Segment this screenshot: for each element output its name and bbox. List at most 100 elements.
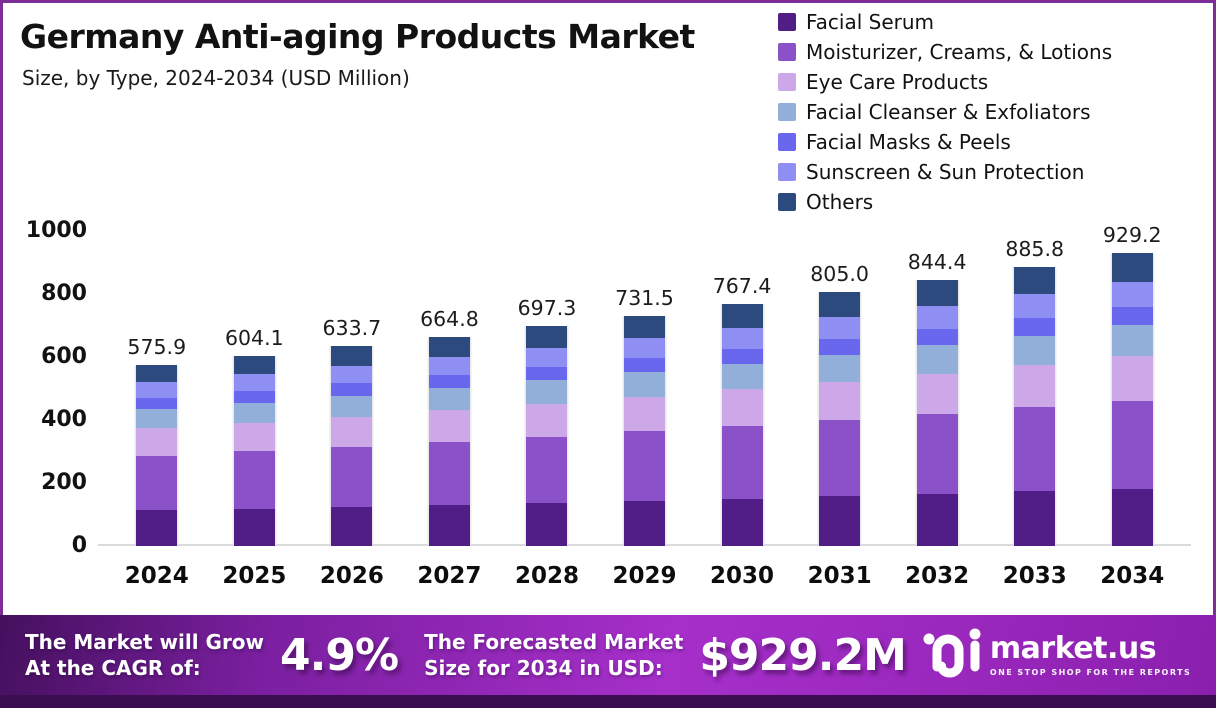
x-tick-label: 2033: [1002, 563, 1067, 589]
bar-total-label: 929.2: [1102, 223, 1162, 248]
bar-column: 767.4: [693, 274, 791, 546]
legend-item: Facial Masks & Peels: [778, 130, 1112, 154]
bar-column: 604.1: [206, 326, 304, 546]
cagr-value: 4.9%: [280, 629, 399, 681]
bar-column: 575.9: [108, 335, 206, 546]
bottom-strip: [0, 695, 1216, 708]
bar-segment: [1014, 318, 1056, 336]
bar-segment: [916, 280, 958, 306]
bar-segment: [721, 348, 763, 364]
forecast-label: The Forecasted Market Size for 2034 in U…: [424, 629, 683, 681]
bar-segment: [526, 347, 568, 367]
x-tick-label: 2026: [319, 563, 384, 589]
bar-segment: [331, 365, 373, 383]
legend-label: Others: [806, 190, 874, 214]
bar-stack: [1014, 267, 1056, 546]
bar-segment: [428, 388, 470, 411]
bar-segment: [1014, 335, 1056, 366]
bar-column: 844.4: [888, 250, 986, 546]
bar-segment: [916, 413, 958, 494]
cagr-label-line2: At the CAGR of:: [25, 656, 201, 680]
bar-stack: [428, 336, 470, 546]
bar-segment: [331, 382, 373, 396]
bar-segment: [624, 396, 665, 432]
bar-stack: [721, 304, 763, 546]
bar-total-label: 844.4: [907, 250, 967, 275]
bar-total-label: 633.7: [322, 316, 382, 341]
market-us-logo: market.us ONE STOP SHOP FOR THE REPORTS: [920, 624, 1191, 686]
legend-swatch-icon: [778, 193, 796, 211]
bar-segment: [624, 315, 665, 338]
bar-segment: [526, 326, 568, 348]
bar-segment: [428, 356, 470, 375]
bar-segment: [624, 431, 665, 501]
bar-segment: [331, 506, 373, 546]
y-axis: 0 200 400 600 800 1000: [3, 218, 87, 558]
bars: 575.9 604.1 633.7 664.8 697.3 731.5 767.4 805.0…: [98, 191, 1191, 546]
bar-total-label: 731.5: [615, 285, 674, 310]
legend-swatch-icon: [778, 163, 796, 181]
bar-segment: [233, 402, 275, 423]
bar-segment: [721, 498, 763, 546]
bar-stack: [1111, 253, 1153, 546]
forecast-label-line2: Size for 2034 in USD:: [424, 656, 663, 680]
legend-item: Moisturizer, Creams, & Lotions: [778, 40, 1112, 64]
legend: Facial Serum Moisturizer, Creams, & Lotio…: [778, 10, 1112, 214]
bar-total-label: 885.8: [1005, 237, 1065, 262]
bar-segment: [331, 346, 373, 366]
bar-segment: [721, 425, 763, 499]
bar-column: 805.0: [791, 262, 889, 546]
bar-total-label: 575.9: [127, 334, 187, 359]
legend-swatch-icon: [778, 133, 796, 151]
bar-column: 731.5: [596, 286, 694, 546]
bar-segment: [428, 336, 470, 357]
bar-segment: [819, 354, 861, 382]
bar-segment: [233, 422, 275, 452]
bar-segment: [331, 395, 373, 417]
bar-segment: [916, 305, 958, 329]
legend-label: Facial Cleanser & Exfoliators: [806, 100, 1091, 124]
page-title: Germany Anti-aging Products Market: [20, 17, 695, 56]
y-tick-label: 600: [41, 344, 87, 369]
bar-total-label: 767.4: [712, 274, 772, 299]
bar-segment: [526, 366, 568, 381]
bar-total-label: 604.1: [224, 325, 284, 350]
x-tick-label: 2030: [710, 563, 775, 589]
legend-item: Eye Care Products: [778, 70, 1112, 94]
bar-segment: [1111, 253, 1153, 282]
bar-segment: [1014, 267, 1056, 295]
chart-section: Germany Anti-aging Products Market Size,…: [0, 0, 1216, 615]
bar-stack: [233, 355, 275, 546]
bar-total-label: 805.0: [810, 262, 869, 287]
legend-label: Sunscreen & Sun Protection: [806, 160, 1085, 184]
forecast-label-line1: The Forecasted Market: [424, 630, 684, 654]
legend-label: Facial Masks & Peels: [806, 130, 1011, 154]
bar-segment: [331, 416, 373, 447]
bar-column: 664.8: [401, 307, 499, 546]
y-tick-label: 200: [41, 470, 87, 495]
bar-segment: [136, 397, 178, 410]
bar-segment: [721, 363, 763, 390]
bar-segment: [428, 374, 470, 389]
logo-text: market.us ONE STOP SHOP FOR THE REPORTS: [989, 630, 1191, 677]
y-tick-label: 800: [41, 281, 87, 306]
cagr-label-line1: The Market will Grow: [25, 630, 265, 654]
logo-name: market.us: [989, 630, 1157, 666]
bar-segment: [721, 389, 763, 426]
x-tick-label: 2029: [612, 563, 677, 589]
bar-segment: [526, 380, 568, 404]
bar-segment: [428, 441, 470, 505]
legend-swatch-icon: [778, 43, 796, 61]
bar-segment: [916, 328, 958, 346]
bar-segment: [331, 446, 373, 507]
bar-segment: [526, 403, 568, 437]
bar-total-label: 697.3: [517, 296, 577, 321]
bar-segment: [136, 455, 178, 511]
legend-item: Facial Serum: [778, 10, 1112, 34]
bar-segment: [916, 345, 958, 374]
bar-segment: [1111, 306, 1153, 326]
bar-segment: [1014, 491, 1056, 546]
bar-segment: [1111, 488, 1153, 546]
plot-area: 575.9 604.1 633.7 664.8 697.3 731.5 767.4 805.0…: [98, 223, 1191, 546]
